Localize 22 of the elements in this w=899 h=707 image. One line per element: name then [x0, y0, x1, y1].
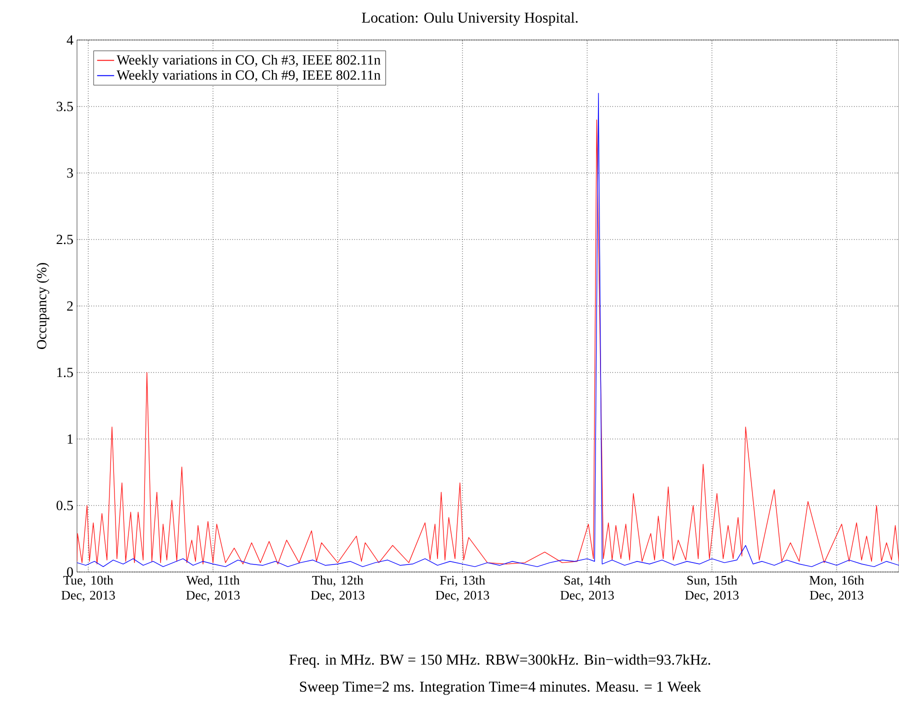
x-tick-label: Sat, 14th Dec, 2013 — [560, 576, 614, 602]
legend-label: Weekly variations in CO, Ch #9, IEEE 802.11n — [116, 70, 381, 83]
x-tick-label: Mon, 16th Dec, 2013 — [809, 576, 864, 602]
legend-label: Weekly variations in CO, Ch #3, IEEE 802.11n — [116, 54, 381, 68]
y-tick-label: 0.5 — [56, 500, 73, 510]
y-axis-title: Occupancy (%) — [36, 263, 50, 349]
y-tick-label: 3.5 — [56, 102, 73, 112]
text: Freq. in MHz. BW = 150 MHz. RBW=300kHz. Bin−width=93.7kHz. — [289, 654, 710, 668]
y-tick-label: 2 — [67, 301, 73, 311]
text: Sweep Time=2 ms. Integration Time=4 minutes. Measu. = 1 Week — [300, 681, 702, 695]
y-tick-label: 1 — [68, 434, 73, 444]
x-tick-label: Sun, 15th Dec, 2013 — [685, 576, 739, 602]
y-tick-label: 4 — [66, 35, 74, 45]
y-tick-label: 2.5 — [56, 234, 73, 244]
x-tick-label: Wed, 11th Dec, 2013 — [186, 576, 240, 602]
x-tick-label: Thu, 12th Dec, 2013 — [310, 576, 364, 602]
x-tick-label: Fri, 13th Dec, 2013 — [436, 576, 490, 602]
y-tick-label: 1.5 — [57, 368, 73, 378]
chart-title: Location: Oulu University Hospital. — [362, 12, 578, 26]
x-tick-label: Tue, 10th Dec, 2013 — [61, 576, 115, 602]
y-tick-label: 0 — [67, 567, 73, 577]
y-tick-label: 3 — [67, 168, 73, 178]
